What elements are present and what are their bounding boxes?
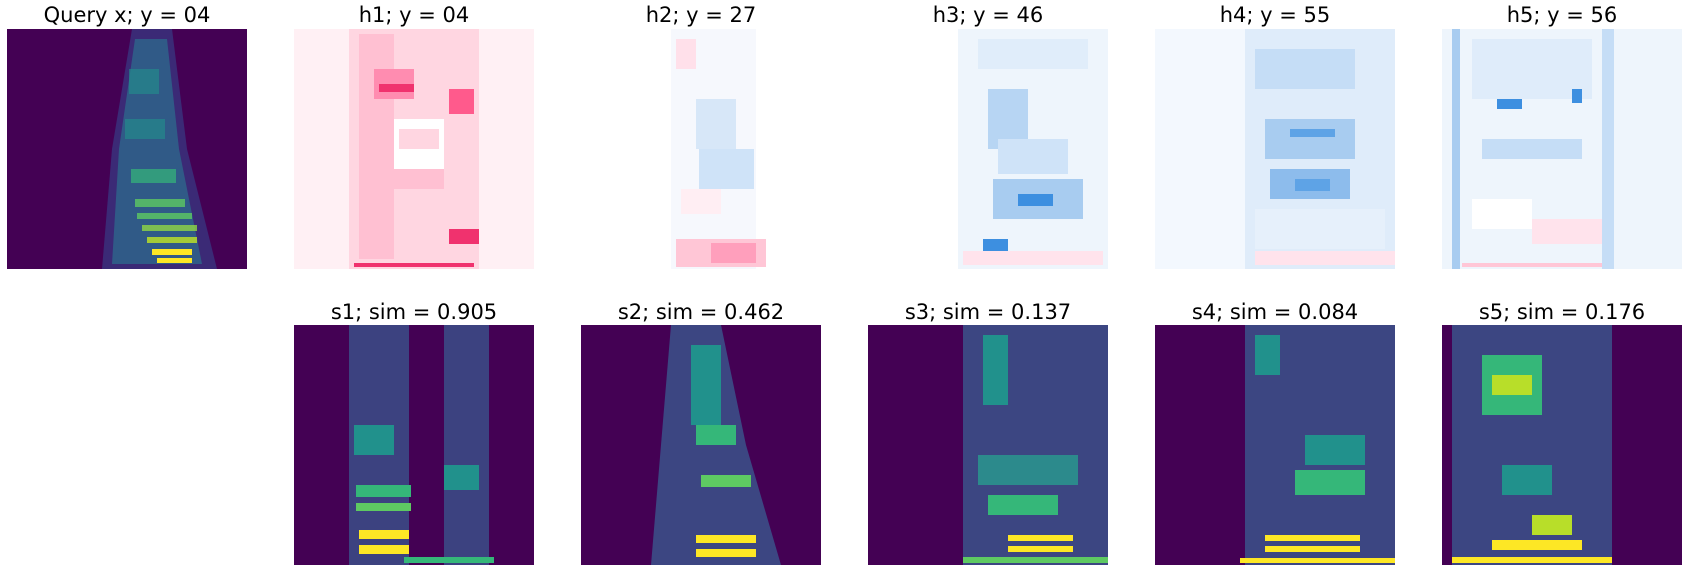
sample-panel-3: s3; sim = 0.137: [868, 298, 1108, 566]
query-spectrogram-svg: [7, 29, 247, 269]
heatmap-1: [294, 29, 534, 269]
heatmap-2: [581, 29, 821, 269]
heatmap-1-svg: [294, 29, 534, 269]
sample-spectrogram-3: [868, 325, 1108, 565]
query-spectrogram: [7, 29, 247, 269]
sample-title-1: s1; sim = 0.905: [330, 300, 498, 324]
sample-panel-4: s4; sim = 0.084: [1155, 298, 1395, 566]
heatmap-5-svg: [1442, 29, 1682, 269]
heatmap-title-4: h4; y = 55: [1219, 3, 1331, 27]
query-title: Query x; y = 04: [43, 3, 211, 27]
sample-spectrogram-1: [294, 325, 534, 565]
sample-title-3: s3; sim = 0.137: [904, 300, 1072, 324]
sample-panel-5: s5; sim = 0.176: [1442, 298, 1682, 566]
sample-title-4: s4; sim = 0.084: [1191, 300, 1359, 324]
sample-spectrogram-4-svg: [1155, 325, 1395, 565]
sample-title-5: s5; sim = 0.176: [1478, 300, 1646, 324]
sample-spectrogram-2-svg: [581, 325, 821, 565]
query-panel: Query x; y = 04: [7, 0, 247, 269]
sample-spectrogram-5-svg: [1442, 325, 1682, 565]
heatmap-panel-1: h1; y = 04: [294, 0, 534, 269]
sample-spectrogram-1-svg: [294, 325, 534, 565]
heatmap-panel-5: h5; y = 56: [1442, 0, 1682, 269]
sample-spectrogram-4: [1155, 325, 1395, 565]
heatmap-panel-4: h4; y = 55: [1155, 0, 1395, 269]
sample-panel-1: s1; sim = 0.905: [294, 298, 534, 566]
heatmap-title-3: h3; y = 46: [932, 3, 1044, 27]
heatmap-3: [868, 29, 1108, 269]
heatmap-panel-3: h3; y = 46: [868, 0, 1108, 269]
sample-title-2: s2; sim = 0.462: [617, 300, 785, 324]
heatmap-title-1: h1; y = 04: [358, 3, 470, 27]
sample-spectrogram-5: [1442, 325, 1682, 565]
heatmap-4-svg: [1155, 29, 1395, 269]
heatmap-title-5: h5; y = 56: [1506, 3, 1618, 27]
heatmap-title-2: h2; y = 27: [645, 3, 757, 27]
sample-spectrogram-3-svg: [868, 325, 1108, 565]
sample-panel-2: s2; sim = 0.462: [581, 298, 821, 566]
heatmap-panel-2: h2; y = 27: [581, 0, 821, 269]
heatmap-4: [1155, 29, 1395, 269]
heatmap-3-svg: [868, 29, 1108, 269]
heatmap-2-svg: [581, 29, 821, 269]
heatmap-5: [1442, 29, 1682, 269]
sample-spectrogram-2: [581, 325, 821, 565]
